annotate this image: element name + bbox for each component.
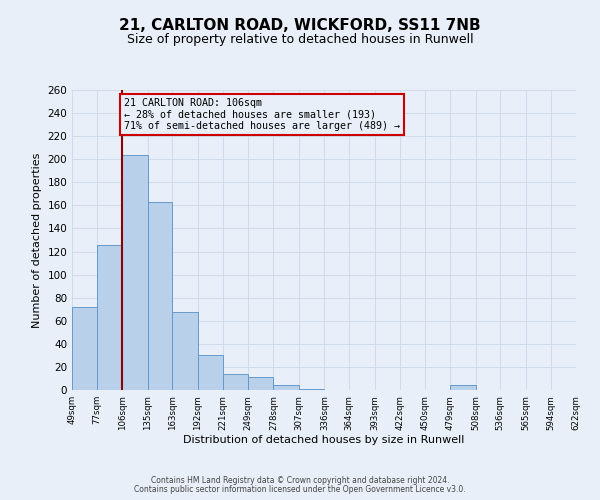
Text: Size of property relative to detached houses in Runwell: Size of property relative to detached ho… [127,32,473,46]
X-axis label: Distribution of detached houses by size in Runwell: Distribution of detached houses by size … [184,436,464,446]
Bar [97,244,122,390]
Bar [223,374,248,390]
Text: 21, CARLTON ROAD, WICKFORD, SS11 7NB: 21, CARLTON ROAD, WICKFORD, SS11 7NB [119,18,481,32]
Text: Contains HM Land Registry data © Crown copyright and database right 2024.: Contains HM Land Registry data © Crown c… [151,476,449,485]
Y-axis label: Number of detached properties: Number of detached properties [32,152,42,328]
Bar [450,386,476,390]
Bar [274,386,299,390]
Text: 21 CARLTON ROAD: 106sqm
← 28% of detached houses are smaller (193)
71% of semi-d: 21 CARLTON ROAD: 106sqm ← 28% of detache… [124,98,400,132]
Bar [148,202,172,390]
Bar [198,356,223,390]
Bar [172,312,198,390]
Bar [72,307,97,390]
Bar [299,389,325,390]
Bar [122,154,148,390]
Text: Contains public sector information licensed under the Open Government Licence v3: Contains public sector information licen… [134,485,466,494]
Bar [248,378,274,390]
